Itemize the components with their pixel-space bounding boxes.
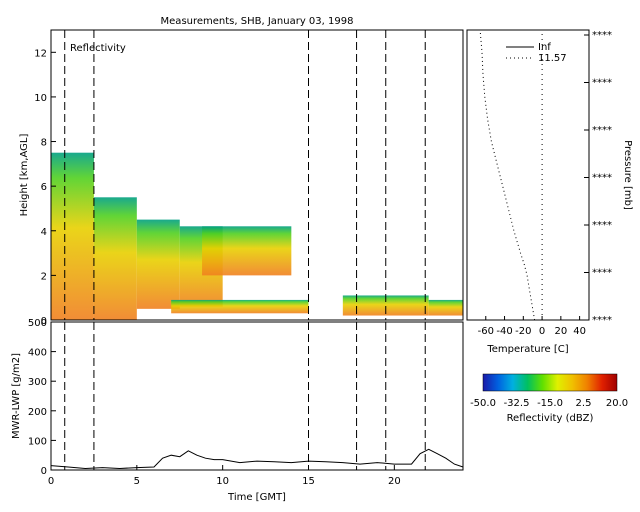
- lwp-panel: 0 100 200 300 400 500 0 5 10 15 20 Time [GMT] MWR…: [11, 318, 464, 503]
- cloud-region: [93, 197, 137, 320]
- reflectivity-y-tick-label: 2: [41, 271, 47, 282]
- cloud-region: [171, 299, 309, 314]
- lwp-y-tick-label: 200: [28, 407, 47, 418]
- reflectivity-y-tick-label: 4: [41, 227, 47, 238]
- lwp-x-tick-label: 15: [302, 476, 315, 487]
- cloud-region: [342, 295, 429, 316]
- lwp-x-tick-label: 5: [134, 476, 140, 487]
- profile-right-tick-label: ****: [592, 315, 612, 326]
- reflectivity-y-ticks: 0 2 4 6 8 10 12: [34, 48, 56, 327]
- lwp-plot-area: [51, 322, 463, 470]
- colorbar-tick-label: -50.0: [470, 398, 496, 409]
- profile-right-tick-label: ****: [592, 173, 612, 184]
- lwp-y-tick-label: 400: [28, 348, 47, 359]
- profile-x-tick-label: -20: [515, 326, 531, 337]
- profile-legend: Inf 11.57: [506, 42, 567, 64]
- colorbar-tick-label: -32.5: [504, 398, 530, 409]
- cloud-region: [136, 219, 180, 309]
- profile-right-tick-label: ****: [592, 268, 612, 279]
- colorbar-tick-label: -15.0: [537, 398, 563, 409]
- lwp-y-tick-label: 300: [28, 377, 47, 388]
- reflectivity-y-tick-label: 10: [34, 93, 47, 104]
- colorbar-tick-label: 20.0: [606, 398, 628, 409]
- lwp-dashed-markers: [64, 322, 426, 470]
- reflectivity-frame: [50, 29, 464, 321]
- colorbar: -50.0 -32.5 -15.0 2.5 20.0 Reflectivity (dBZ…: [470, 373, 628, 424]
- reflectivity-y-tick-label: 6: [41, 182, 47, 193]
- profile-frame: [466, 29, 590, 321]
- cloud-region: [202, 226, 292, 276]
- profile-x-tick-label: -60: [478, 326, 494, 337]
- profile-plot-area: [467, 30, 589, 320]
- colorbar-gradient: [482, 373, 618, 392]
- profile-x-tick-label: -40: [496, 326, 512, 337]
- profile-series-11-57: [479, 29, 536, 321]
- profile-right-tick-label: ****: [592, 78, 612, 89]
- profile-x-axis-label: Temperature [C]: [486, 344, 568, 355]
- lwp-x-axis-label: Time [GMT]: [227, 492, 286, 503]
- profile-x-tick-label: 0: [539, 326, 545, 337]
- reflectivity-y-axis-label: Height [km,AGL]: [19, 134, 30, 217]
- legend-label-11-57: 11.57: [538, 53, 567, 64]
- profile-x-ticks: -60 -40 -20 0 20 40: [478, 316, 586, 337]
- reflectivity-y-tick-label: 8: [41, 138, 47, 149]
- lwp-y-axis-label: MWR-LWP [g/m2]: [11, 353, 22, 439]
- cloud-region: [428, 299, 463, 316]
- reflectivity-dashed-markers: [64, 30, 426, 320]
- profile-panel: -60 -40 -20 0 20 40 *************************…: [466, 29, 633, 355]
- profile-x-tick-label: 40: [573, 326, 586, 337]
- lwp-y-tick-label: 100: [28, 436, 47, 447]
- colorbar-tick-label: 2.5: [576, 398, 592, 409]
- lwp-y-tick-label: 0: [41, 466, 47, 477]
- lwp-frame: [50, 321, 464, 471]
- reflectivity-y-tick-label: 0: [41, 316, 47, 327]
- lwp-y-tick-label: 500: [28, 318, 47, 329]
- profile-right-tick-label: ****: [592, 30, 612, 41]
- cloud-region: [51, 152, 94, 320]
- lwp-x-tick-label: 10: [216, 476, 229, 487]
- chart-title: Measurements, SHB, January 03, 1998: [161, 16, 354, 27]
- legend-label-inf: Inf: [538, 42, 551, 53]
- lwp-series-line: [50, 448, 464, 470]
- colorbar-label: Reflectivity (dBZ): [507, 413, 594, 424]
- lwp-y-ticks: 0 100 200 300 400 500: [28, 318, 56, 477]
- reflectivity-y-tick-label: 12: [34, 48, 47, 59]
- lwp-x-ticks: 0 5 10 15 20: [48, 465, 401, 487]
- profile-right-ticks: **** **** **** **** **** **** ****: [584, 30, 612, 326]
- profile-right-axis-label: Pressure [mb]: [622, 140, 633, 210]
- profile-right-tick-label: ****: [592, 220, 612, 231]
- colorbar-ticks: -50.0 -32.5 -15.0 2.5 20.0: [470, 398, 628, 409]
- profile-right-tick-label: ****: [592, 125, 612, 136]
- lwp-x-tick-label: 20: [388, 476, 401, 487]
- reflectivity-panel-label: Reflectivity: [70, 43, 126, 54]
- lwp-x-tick-label: 0: [48, 476, 54, 487]
- reflectivity-panel: 0 2 4 6 8 10 12 Reflectivity Height [km,AGL]: [19, 29, 464, 327]
- profile-x-tick-label: 20: [554, 326, 567, 337]
- reflectivity-cloud-layer: [51, 152, 463, 320]
